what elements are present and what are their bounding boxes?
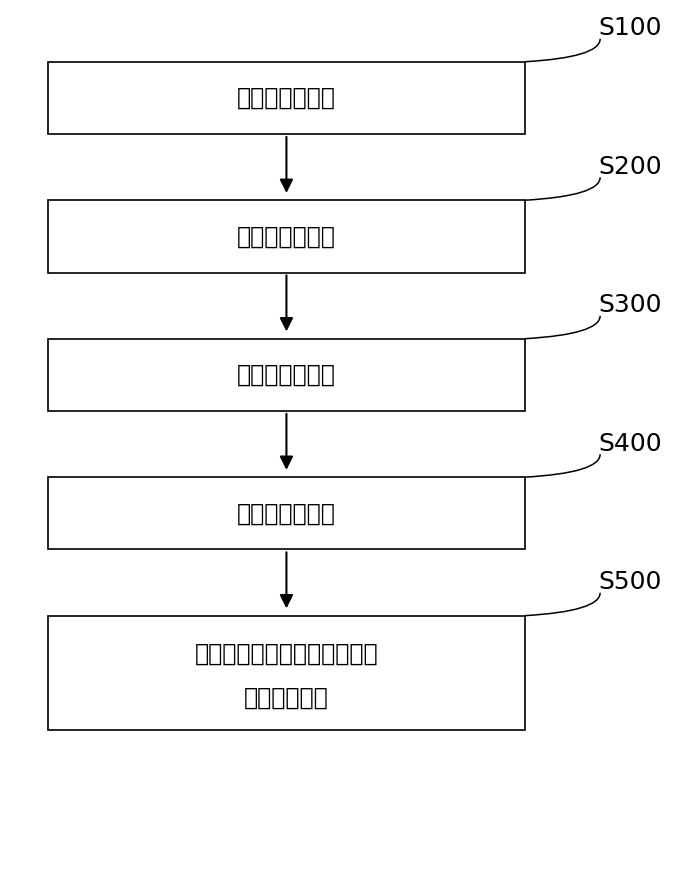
Text: S300: S300 [598, 293, 662, 318]
Text: 形成第二导电层: 形成第二导电层 [237, 363, 336, 387]
Text: S400: S400 [598, 431, 662, 456]
Text: 以及第二衬底: 以及第二衬底 [244, 685, 329, 710]
Text: 形成电致变色层: 形成电致变色层 [237, 224, 336, 249]
Bar [48, 200, 525, 273]
Bar [48, 616, 525, 730]
Bar [48, 477, 525, 549]
Bar [48, 339, 525, 411]
Text: S500: S500 [598, 570, 662, 594]
Bar [48, 62, 525, 134]
Text: S100: S100 [598, 16, 662, 41]
Text: S200: S200 [598, 154, 662, 179]
Text: 形成离子储存层: 形成离子储存层 [237, 501, 336, 526]
Text: 形成电解质层并贴合第一衬底: 形成电解质层并贴合第一衬底 [194, 641, 379, 666]
Text: 形成第一导电层: 形成第一导电层 [237, 86, 336, 110]
